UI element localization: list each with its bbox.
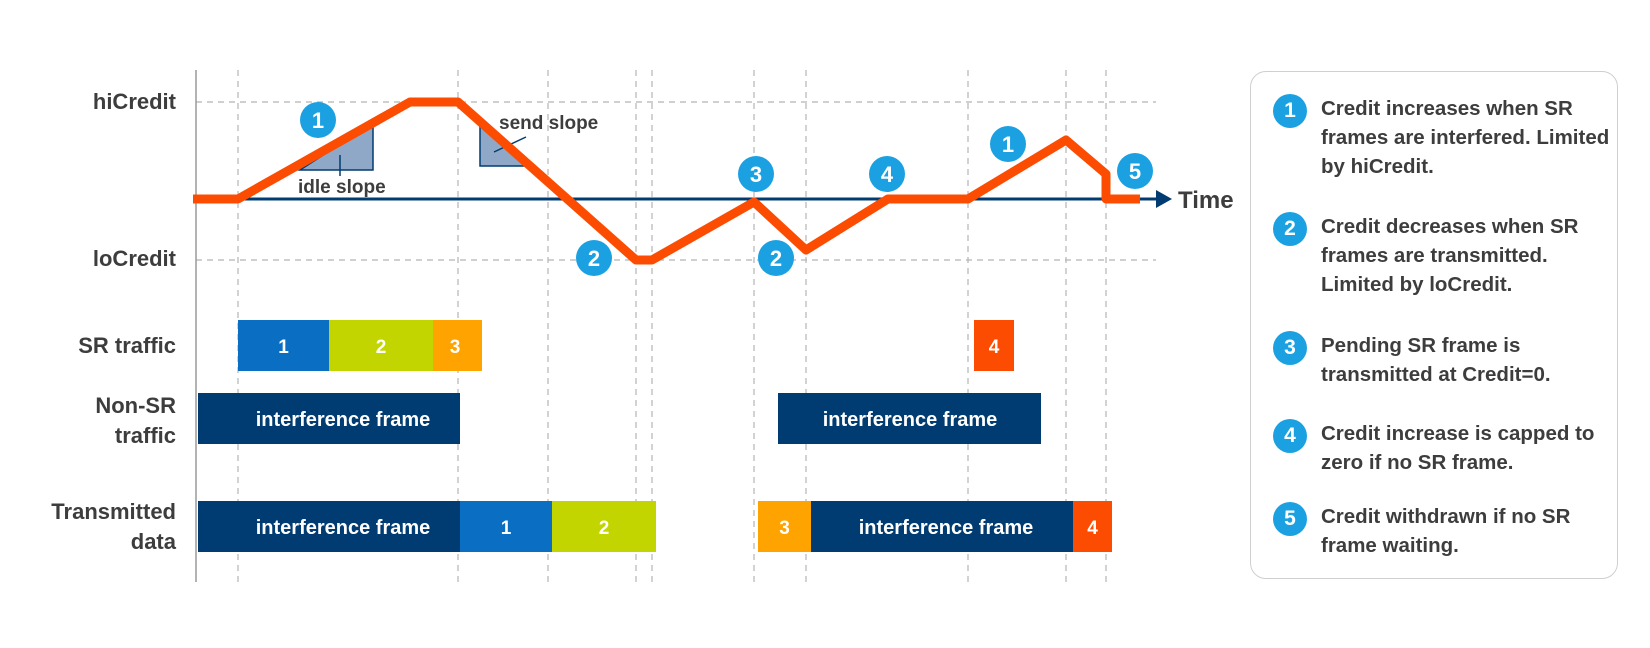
sr-frame: 2 (329, 320, 433, 371)
svg-text:interference frame: interference frame (823, 409, 998, 431)
number-badge-icon: 4 (1273, 419, 1307, 453)
svg-text:1: 1 (312, 108, 324, 133)
legend-text: Credit decreases when SR frames are tran… (1321, 215, 1579, 296)
legend-item: 3 Pending SR frame is transmitted at Cre… (1273, 331, 1613, 389)
number-badge-icon: 2 (1273, 212, 1307, 246)
idle-slope-label: idle slope (298, 177, 386, 198)
svg-text:1: 1 (501, 518, 512, 539)
transmitted-frame: 4 (1073, 501, 1112, 552)
callout-badge: 3 (738, 156, 774, 192)
svg-text:3: 3 (779, 518, 790, 539)
svg-text:3: 3 (450, 337, 461, 358)
svg-text:3: 3 (750, 162, 762, 187)
legend-item: 1 Credit increases when SR frames are in… (1273, 94, 1613, 181)
svg-text:4: 4 (1087, 518, 1098, 539)
sr-traffic-label: SR traffic (78, 333, 176, 358)
legend-panel: 1 Credit increases when SR frames are in… (1250, 71, 1618, 579)
transmitted-label-line2: data (130, 529, 176, 554)
transmitted-label-line1: Transmitted (51, 499, 176, 524)
svg-text:interference frame: interference frame (256, 409, 431, 431)
sr-frame: 3 (433, 320, 482, 371)
time-axis-arrowhead (1156, 190, 1172, 208)
svg-text:interference frame: interference frame (256, 517, 431, 539)
svg-text:4: 4 (989, 337, 1000, 358)
transmitted-data-label: Transmitted data (10, 497, 176, 557)
callout-badge: 1 (300, 102, 336, 138)
svg-text:1: 1 (278, 337, 289, 358)
non-sr-label-line1: Non-SR (95, 393, 176, 418)
legend-item: 4 Credit increase is capped to zero if n… (1273, 419, 1613, 477)
legend-item: 2 Credit decreases when SR frames are tr… (1273, 212, 1613, 299)
callout-badge: 2 (758, 240, 794, 276)
hicredit-label: hiCredit (92, 89, 176, 114)
non-sr-frame: interference frame (198, 393, 460, 444)
svg-text:2: 2 (770, 246, 782, 271)
sr-frame: 4 (974, 320, 1014, 371)
transmitted-frame: 1 (460, 501, 552, 552)
locredit-label: loCredit (92, 246, 176, 271)
callout-badge: 2 (576, 240, 612, 276)
transmitted-frame: 3 (758, 501, 811, 552)
legend-text: Pending SR frame is transmitted at Credi… (1321, 334, 1551, 386)
svg-text:interference frame: interference frame (859, 517, 1034, 539)
send-slope-label: send slope (499, 113, 598, 134)
sr-frame: 1 (238, 320, 329, 371)
svg-text:1: 1 (1002, 132, 1014, 157)
transmitted-frame: interference frame (811, 501, 1073, 552)
credit-curve (193, 97, 1140, 265)
callout-badge: 4 (869, 156, 905, 192)
svg-text:2: 2 (588, 246, 600, 271)
transmitted-frame: interference frame (198, 501, 460, 552)
svg-text:2: 2 (599, 518, 610, 539)
number-badge-icon: 1 (1273, 94, 1307, 128)
callout-badge: 1 (990, 126, 1026, 162)
legend-item: 5 Credit withdrawn if no SR frame waitin… (1273, 502, 1613, 560)
time-axis-label: Time (1178, 187, 1234, 214)
number-badge-icon: 5 (1273, 502, 1307, 536)
non-sr-label-line2: traffic (114, 423, 176, 448)
svg-text:2: 2 (376, 337, 387, 358)
non-sr-traffic-label: Non-SR traffic (20, 391, 176, 451)
legend-text: Credit increase is capped to zero if no … (1321, 422, 1595, 474)
callout-badge: 5 (1117, 153, 1153, 189)
svg-text:4: 4 (881, 162, 894, 187)
number-badge-icon: 3 (1273, 331, 1307, 365)
legend-text: Credit withdrawn if no SR frame waiting. (1321, 505, 1571, 557)
transmitted-frame: 2 (552, 501, 656, 552)
legend-text: Credit increases when SR frames are inte… (1321, 97, 1610, 178)
svg-text:5: 5 (1129, 159, 1141, 184)
non-sr-frame: interference frame (778, 393, 1041, 444)
